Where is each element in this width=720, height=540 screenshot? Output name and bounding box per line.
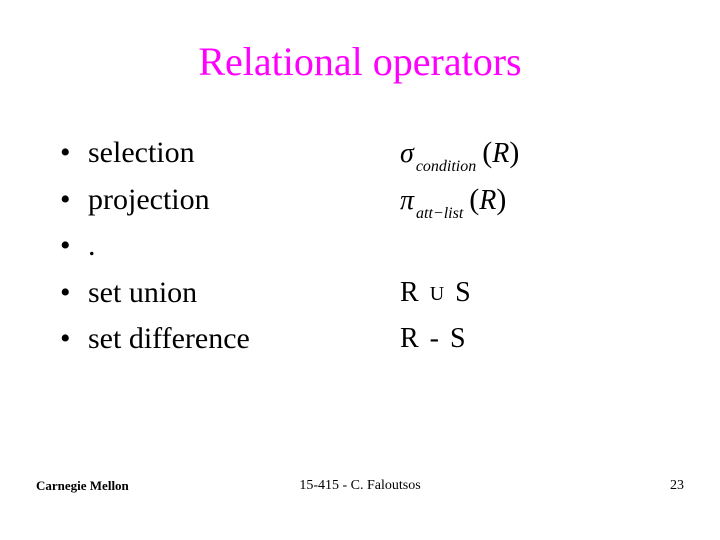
sigma-subscript: condition [416,158,476,176]
paren-open: ( [469,183,479,217]
footer-right: 23 [670,478,684,494]
footer-center: 15-415 - C. Faloutsos [0,478,720,494]
sigma-arg: R [492,138,509,170]
paren-close: ) [509,136,519,170]
formula-selection: σ condition ( R ) [400,130,650,177]
sigma-symbol: σ [400,138,414,170]
union-s: S [446,277,473,308]
formula-projection: π att−list ( R ) [400,177,650,224]
slide-title: Relational operators [0,38,720,85]
slide-footer: Carnegie Mellon 15-415 - C. Faloutsos 23 [0,478,720,498]
bullet-item: projection [60,177,250,224]
formula-blank [400,223,650,270]
formula-difference: R - S [400,316,650,363]
union-r: R [400,277,430,308]
pi-symbol: π [400,185,414,217]
pi-subscript: att−list [416,205,463,223]
union-symbol: U [430,283,446,305]
bullet-item: set difference [60,316,250,363]
formula-column: σ condition ( R ) π att−list ( R ) R U S… [400,130,650,363]
bullet-item: selection [60,130,250,177]
bullet-item: . [60,223,250,270]
difference-text: R - S [400,323,468,355]
paren-open: ( [482,136,492,170]
bullet-item: set union [60,270,250,317]
pi-arg: R [479,185,496,217]
formula-union: R U S [400,270,650,317]
paren-close: ) [496,183,506,217]
bullet-list: selection projection . set union set dif… [60,130,250,363]
